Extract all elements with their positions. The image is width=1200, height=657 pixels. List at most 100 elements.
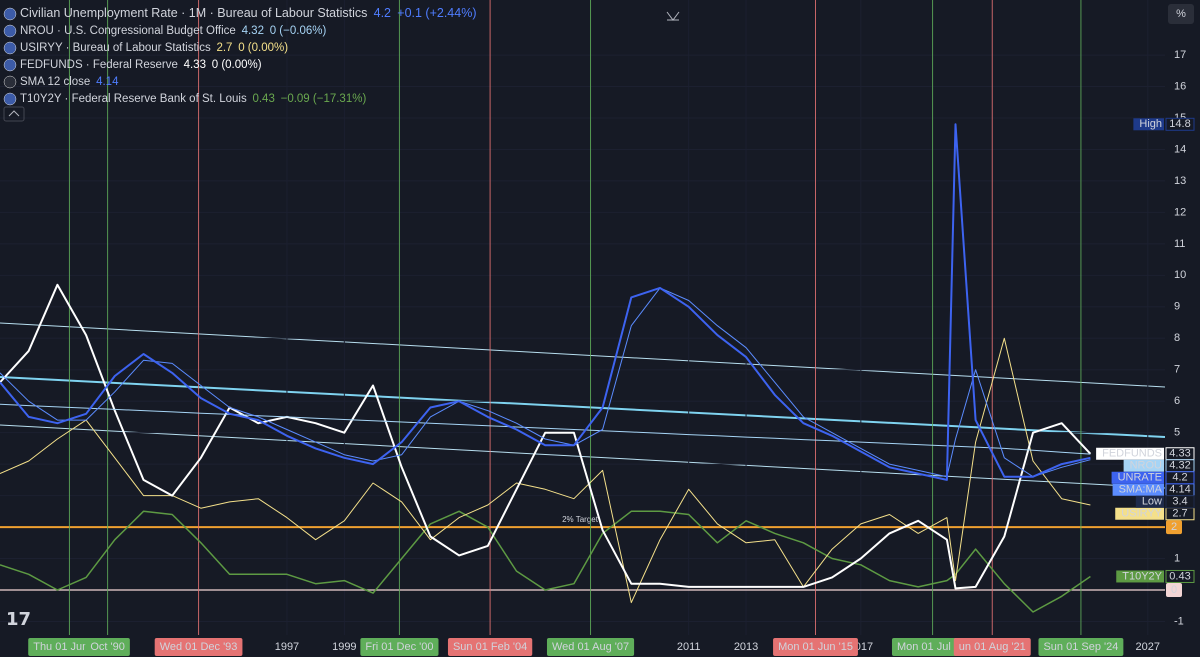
price-label-value: 4.2 (1172, 472, 1187, 484)
price-label-name-box (1133, 118, 1164, 131)
unit-label: % (1176, 8, 1186, 20)
series-line (0, 403, 1091, 455)
marker-label: Fri 01 Dec '00 (365, 641, 433, 653)
legend-title: USIRYY · Bureau of Labour Statistics (20, 42, 211, 54)
price-label-name-box (1123, 459, 1164, 472)
overlay: -101234567891011121314151617199719992011… (3, 6, 1195, 656)
price-label-name: T10Y2Y (1122, 570, 1162, 582)
legend-change: 0 (0.00%) (238, 42, 288, 54)
price-label-name: NROU (1130, 460, 1162, 472)
axis-label-box (1166, 520, 1182, 535)
y-tick-label: 5 (1174, 427, 1180, 439)
marker-label: Oct '90 (90, 641, 125, 653)
y-tick-label: 11 (1174, 238, 1185, 250)
series-line (0, 337, 1091, 604)
y-tick-label: 16 (1174, 80, 1186, 92)
legend-title: NROU · U.S. Congressional Budget Office (20, 25, 236, 37)
legend-entry: USIRYY · Bureau of Labour Statistics 2.7… (20, 42, 294, 54)
legend-entry: FEDFUNDS · Federal Reserve 4.33 0 (0.00%… (20, 59, 267, 71)
y-tick-label: 9 (1174, 301, 1180, 313)
legend-icon (3, 24, 17, 38)
marker-label: Wed 01 Aug '07 (552, 641, 629, 653)
marker-label-box (447, 638, 533, 656)
price-label-value-box (1165, 495, 1195, 509)
marker-label-box (953, 638, 1031, 656)
price-label-value-box (1165, 117, 1195, 131)
price-label-value: 0.43 (1169, 570, 1190, 582)
price-label-name: USIRYY (1121, 508, 1162, 520)
price-label-name: UNRATE (1118, 472, 1162, 484)
price-label-name-box (1115, 507, 1164, 520)
legend-change: −0.09 (−17.31%) (281, 93, 367, 105)
series-line (0, 283, 1092, 590)
price-label-name-box (1112, 483, 1164, 496)
price-label-name-box (1111, 471, 1164, 484)
legend-value: 2.7 (216, 42, 232, 54)
legend-icon (3, 58, 17, 72)
legend-value: 4.2 (374, 6, 391, 20)
price-label-name-box (1135, 495, 1164, 508)
legend-title: SMA 12 close (20, 76, 90, 88)
trend-line (0, 376, 1165, 438)
collapse-icon (8, 110, 20, 117)
legend-icon (3, 75, 17, 89)
x-tick-label: 1999 (332, 641, 356, 653)
price-label-value: 3.4 (1172, 496, 1187, 508)
collapse-button[interactable] (3, 106, 25, 122)
y-tick-label: 8 (1174, 332, 1180, 344)
marker-label-box (1038, 638, 1124, 656)
legend-entry: SMA 12 close 4.14 (20, 76, 124, 88)
series-line (0, 123, 1091, 481)
marker-label-box (773, 638, 858, 656)
x-tick-label: 2027 (1136, 641, 1160, 653)
y-tick-label: 7 (1174, 364, 1180, 376)
legend-value: 4.33 (184, 59, 206, 71)
legend-entry: Civilian Unemployment Rate · 1M · Bureau… (20, 6, 483, 20)
y-tick-label: 14 (1174, 143, 1186, 155)
line-label: 2% Target (562, 515, 599, 524)
marker-label-box (360, 638, 439, 656)
series-line (0, 287, 1091, 478)
legend-value: 4.32 (242, 25, 264, 37)
marker-label: un 01 Aug '21 (959, 641, 1026, 653)
logo: 𝟭𝟳 (6, 609, 31, 629)
legend-title: FEDFUNDS · Federal Reserve (20, 59, 178, 71)
legend-icon (3, 7, 17, 21)
unit-button[interactable] (1168, 4, 1194, 24)
series-line (0, 510, 1091, 613)
axis-label-box (1166, 583, 1182, 598)
y-tick-label: -1 (1174, 615, 1184, 627)
price-label-name-box (1116, 570, 1164, 583)
price-label-name: High (1139, 118, 1162, 130)
y-tick-label: 13 (1174, 175, 1186, 187)
marker-label-box (546, 638, 635, 656)
marker-label-box (891, 638, 974, 656)
legend-value: 0.43 (252, 93, 274, 105)
price-label-name: Low (1142, 496, 1162, 508)
legend-change: +0.1 (+2.44%) (397, 6, 476, 20)
price-label-name-box (1096, 447, 1164, 460)
legend-icon (3, 92, 17, 106)
y-tick-label: 10 (1174, 269, 1186, 281)
legend-title: T10Y2Y · Federal Reserve Bank of St. Lou… (20, 93, 247, 105)
price-label-value-box (1165, 471, 1195, 485)
price-label-value-box (1165, 569, 1195, 583)
price-label-value: 4.14 (1169, 484, 1190, 496)
marker-label-box (154, 638, 243, 656)
trend-line (0, 322, 1165, 388)
toolbar-icon[interactable] (666, 11, 680, 21)
price-label-name: SMA:MA (1119, 484, 1163, 496)
legend-entry: NROU · U.S. Congressional Budget Office … (20, 25, 332, 37)
series-layer (0, 123, 1092, 613)
price-label-value: 2.7 (1172, 508, 1187, 520)
y-tick-label: 6 (1174, 395, 1180, 407)
marker-label: Sun 01 Sep '24 (1043, 641, 1118, 653)
axis-label: 0 (1171, 584, 1177, 596)
price-label-value: 4.33 (1169, 448, 1190, 460)
marker-label: Sun 01 Feb '04 (453, 641, 527, 653)
y-tick-label: 1 (1174, 552, 1180, 564)
legend-entry: T10Y2Y · Federal Reserve Bank of St. Lou… (20, 93, 372, 105)
price-label-name: FEDFUNDS (1102, 448, 1162, 460)
